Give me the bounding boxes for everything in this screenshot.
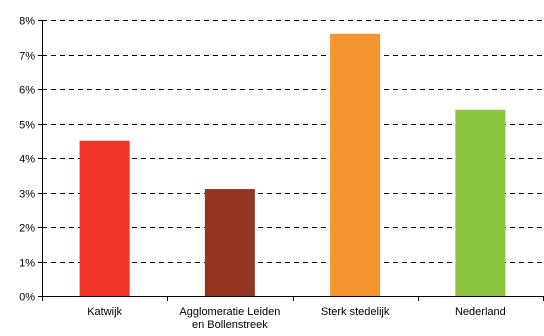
y-tick-label: 0% (19, 292, 35, 304)
x-tick-label: Agglomeratie Leiden en Bollenstreek (179, 306, 280, 331)
x-tick-label-line: Nederland (455, 306, 506, 318)
x-tick-label: Katwijk (87, 306, 122, 318)
y-tick-label: 1% (19, 258, 35, 270)
bar (455, 109, 506, 296)
x-tick-label-line: Sterk stedelijk (321, 306, 390, 318)
y-tick-labels: 0% 1% 2% 3% 4% 5% 6% 7% 8% (19, 16, 35, 304)
bar (330, 33, 381, 297)
y-tick-label: 4% (19, 154, 35, 166)
x-tick-label: Sterk stedelijk (321, 306, 390, 318)
y-tick-label: 2% (19, 223, 35, 235)
bar (204, 189, 255, 296)
bar (79, 140, 130, 296)
y-tick-label: 7% (19, 51, 35, 63)
y-tick-label: 5% (19, 120, 35, 132)
y-tick-label: 3% (19, 189, 35, 201)
x-tick-label-line: Katwijk (87, 306, 122, 318)
x-tick-label-line: en Bollenstreek (192, 319, 268, 331)
x-tick-label: Nederland (455, 306, 506, 318)
x-tick-label-line: Agglomeratie Leiden (179, 306, 280, 318)
x-tick-labels: Katwijk Agglomeratie Leiden en Bollenstree… (87, 306, 506, 331)
y-tick-label: 8% (19, 16, 35, 28)
bars (79, 33, 506, 297)
y-tick-label: 6% (19, 85, 35, 97)
